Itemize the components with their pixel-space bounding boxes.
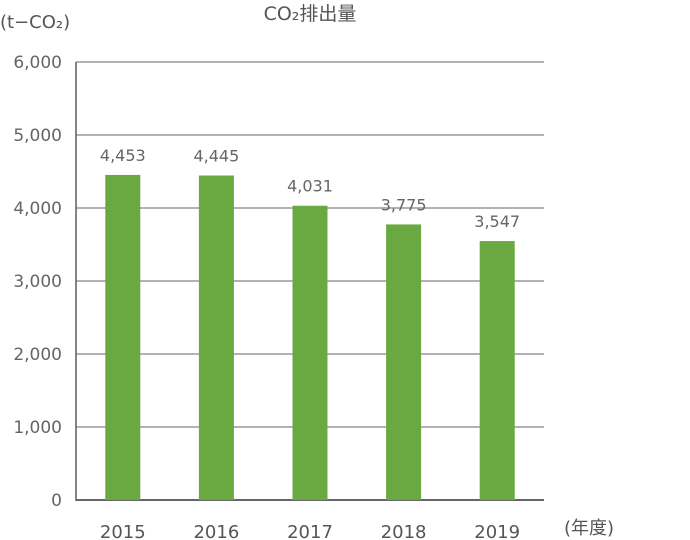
y-tick-label: 6,000: [13, 53, 62, 73]
bar-2018: [386, 224, 422, 501]
y-tick-label: 2,000: [13, 345, 62, 365]
x-axis-unit-label: (年度): [564, 518, 614, 539]
x-tick-label: 2016: [193, 522, 239, 540]
data-label: 4,453: [100, 146, 146, 165]
data-label: 4,445: [193, 147, 239, 166]
data-label: 3,775: [381, 195, 427, 214]
x-tick-label: 2017: [287, 522, 333, 540]
data-label: 3,547: [474, 212, 520, 231]
x-tick-label: 2015: [100, 522, 146, 540]
y-tick-label: 3,000: [13, 272, 62, 292]
y-tick-label: 5,000: [13, 126, 62, 146]
bar-2019: [479, 241, 515, 500]
bar-2017: [292, 205, 328, 500]
x-tick-label: 2018: [381, 522, 427, 540]
y-tick-label: 1,000: [13, 418, 62, 438]
bar-2015: [105, 174, 141, 500]
chart-title: CO₂排出量: [264, 3, 357, 25]
y-axis-unit-label: (t−CO₂): [0, 12, 70, 33]
x-tick-label: 2019: [474, 522, 520, 540]
bars: [105, 174, 515, 501]
bar-2016: [198, 175, 234, 500]
x-tick-labels: 2015 2016 2017 2018 2019: [100, 522, 520, 540]
data-labels: 4,453 4,445 4,031 3,775 3,547: [100, 146, 520, 231]
y-tick-labels: 0 1,000 2,000 3,000 4,000 5,000 6,000: [13, 53, 62, 511]
y-tick-label: 0: [51, 491, 62, 511]
y-tick-label: 4,000: [13, 199, 62, 219]
data-label: 4,031: [287, 177, 333, 196]
